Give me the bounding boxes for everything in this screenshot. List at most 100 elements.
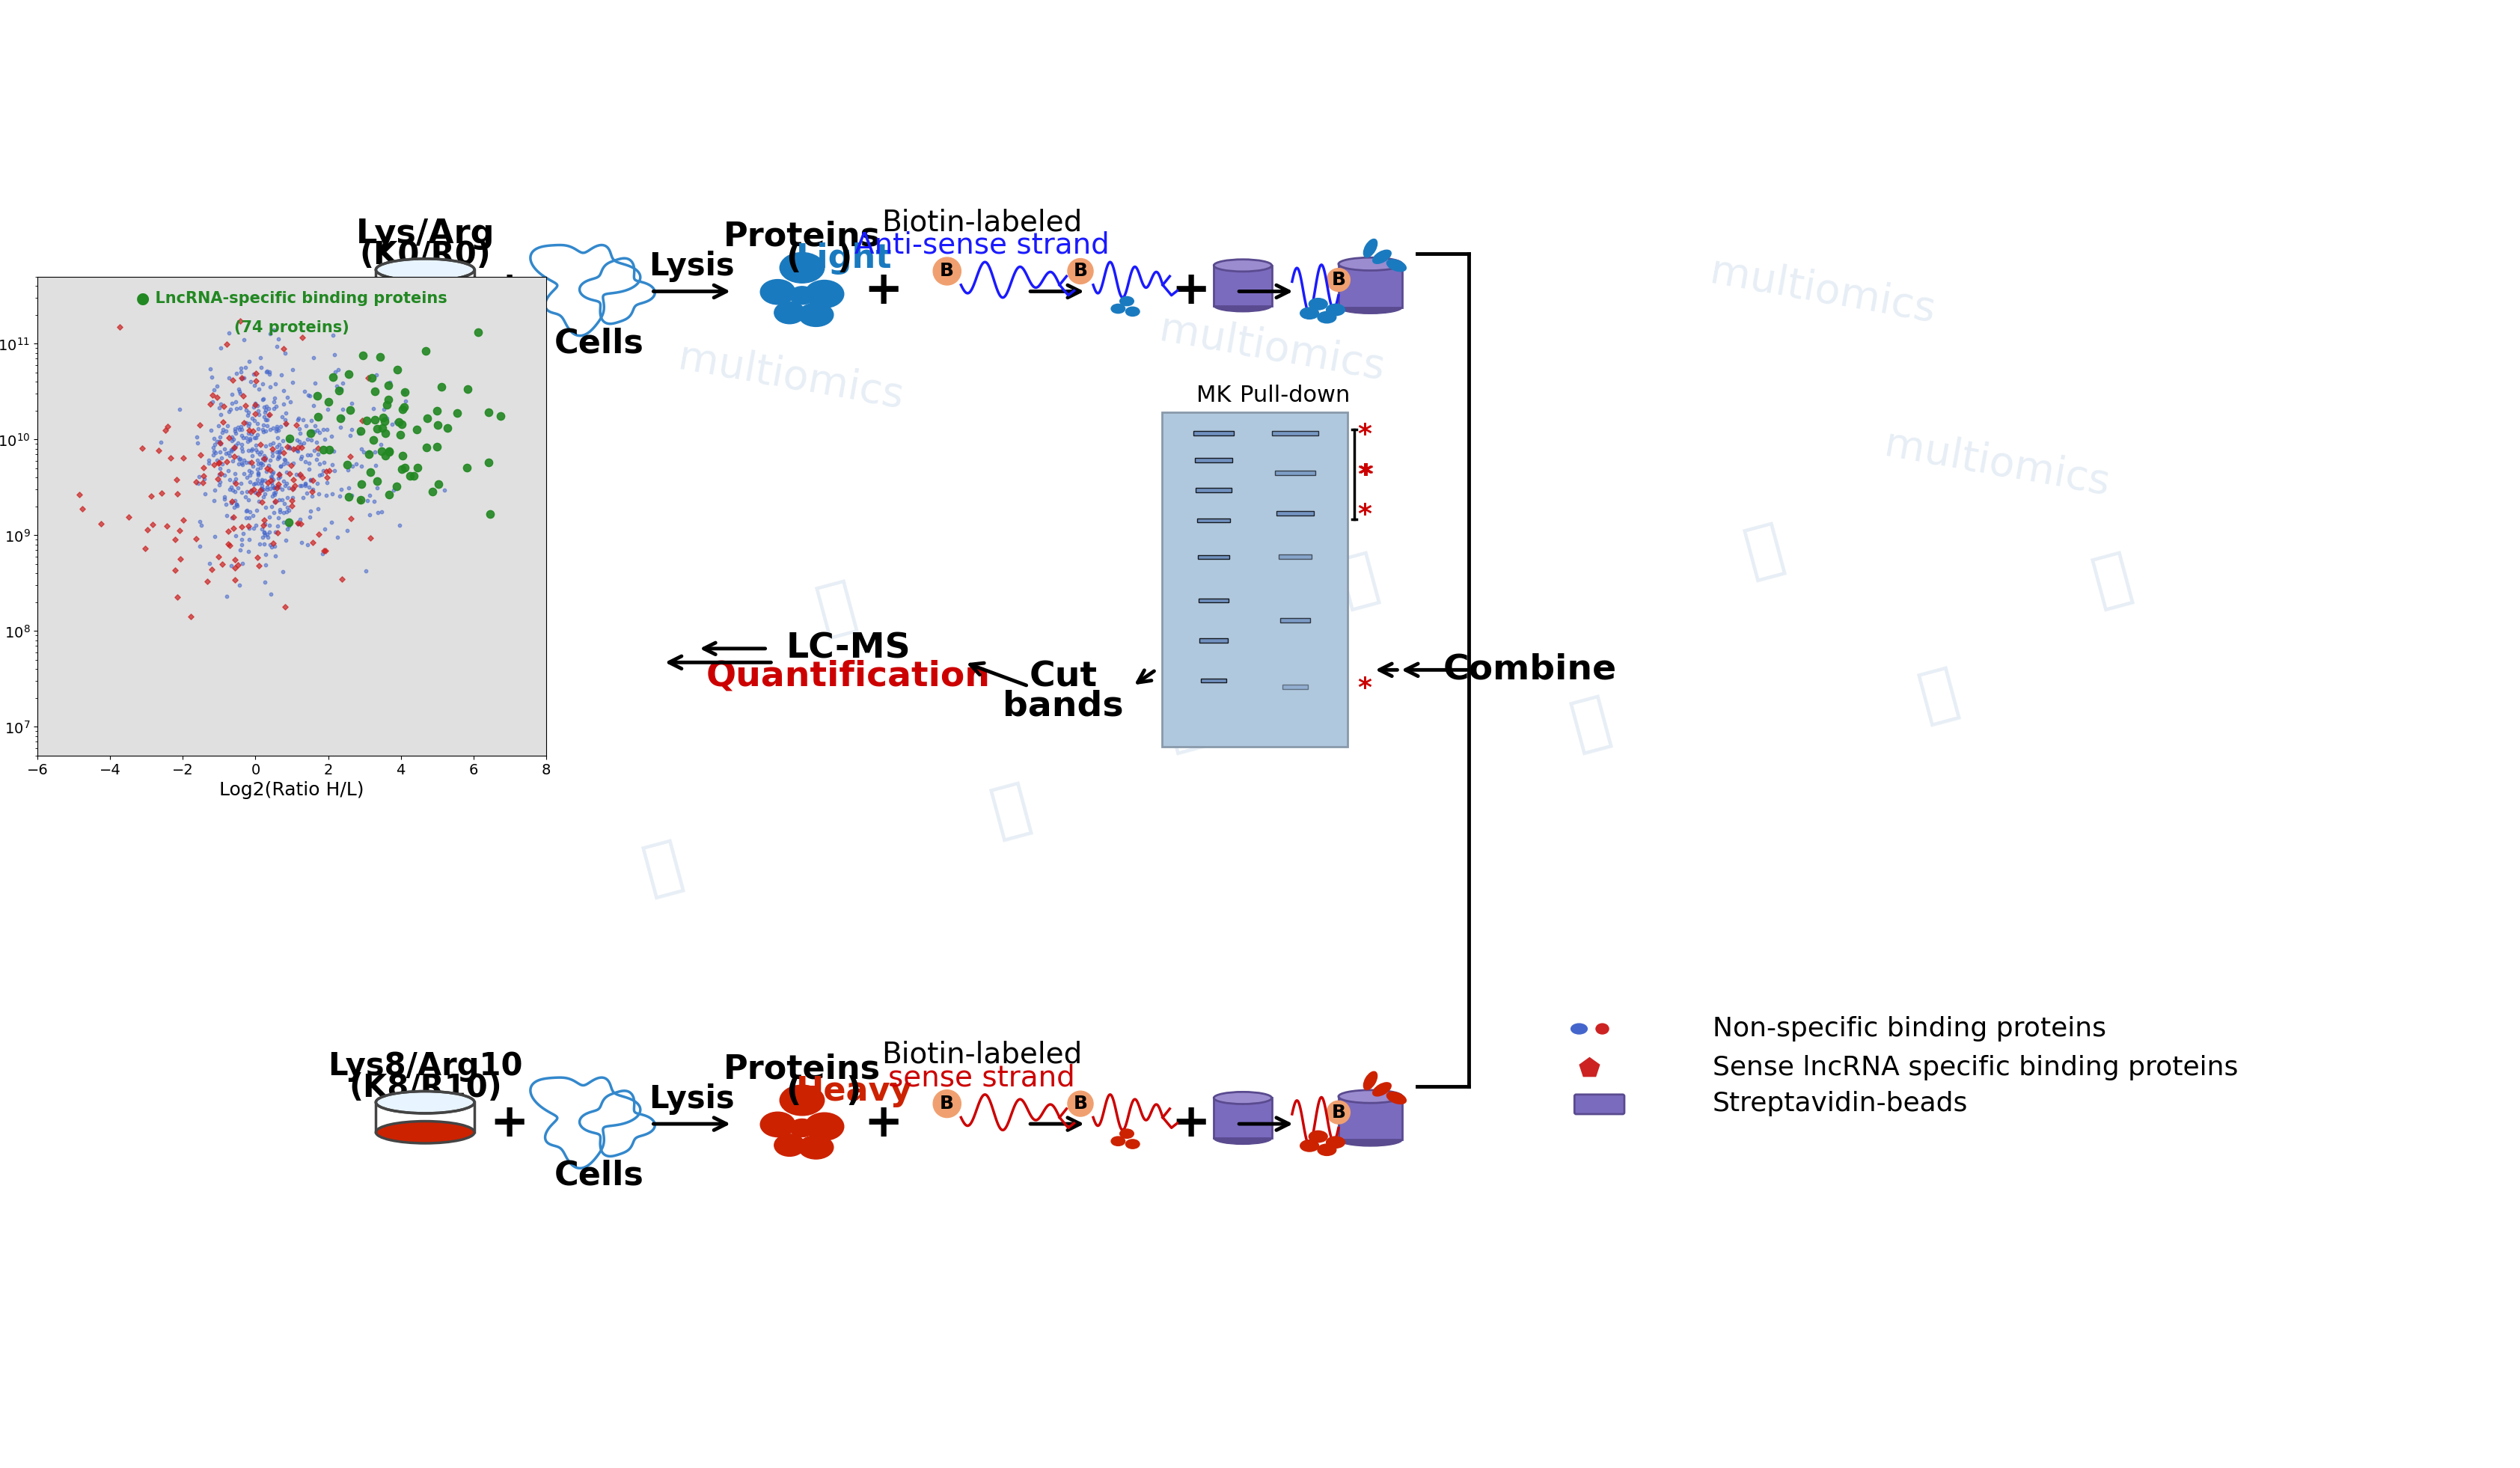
Point xyxy=(277,439,318,462)
Point xyxy=(222,436,262,459)
Point xyxy=(179,413,219,436)
Text: *: * xyxy=(1358,675,1371,702)
Point xyxy=(217,467,257,490)
Point xyxy=(459,320,499,344)
Point xyxy=(381,423,421,446)
Point xyxy=(242,454,282,477)
Point xyxy=(234,471,275,495)
Point xyxy=(199,414,239,437)
Point xyxy=(257,514,297,537)
Point xyxy=(189,392,229,415)
Point xyxy=(285,414,325,437)
Point xyxy=(272,358,312,382)
Point xyxy=(234,473,275,496)
Point xyxy=(391,464,431,487)
Text: B: B xyxy=(1331,1104,1346,1122)
Point xyxy=(315,459,355,483)
Text: +: + xyxy=(489,269,529,314)
Point xyxy=(249,321,290,345)
Text: multiomics: multiomics xyxy=(1706,251,1938,332)
Point xyxy=(239,442,280,465)
Point xyxy=(292,468,333,492)
Point xyxy=(257,448,297,471)
Point xyxy=(300,482,340,505)
Point xyxy=(249,402,290,426)
Point xyxy=(247,477,287,501)
Text: Cut: Cut xyxy=(1028,661,1096,694)
Ellipse shape xyxy=(1318,1144,1336,1155)
Point xyxy=(249,374,290,398)
Ellipse shape xyxy=(1338,257,1401,270)
Point xyxy=(255,373,295,396)
Point xyxy=(383,380,423,404)
Point xyxy=(375,411,416,435)
Circle shape xyxy=(932,1089,960,1117)
Point xyxy=(234,395,275,418)
Text: Light: Light xyxy=(428,602,479,624)
Ellipse shape xyxy=(1363,239,1376,257)
Point xyxy=(227,465,267,489)
Point xyxy=(247,454,287,477)
Text: *: * xyxy=(1358,502,1371,527)
Point xyxy=(237,546,277,570)
Point xyxy=(214,417,255,440)
Point xyxy=(194,377,234,401)
Point xyxy=(265,379,305,402)
Point xyxy=(378,410,418,433)
Point xyxy=(421,376,461,399)
Point xyxy=(179,509,219,533)
Point xyxy=(249,505,290,528)
Ellipse shape xyxy=(1215,1132,1273,1145)
Point xyxy=(232,439,272,462)
Point xyxy=(229,413,270,436)
Point xyxy=(267,486,307,509)
Point xyxy=(237,361,277,385)
Point xyxy=(141,430,181,454)
Point xyxy=(212,439,252,462)
Point xyxy=(212,553,252,577)
Point xyxy=(323,398,363,421)
FancyBboxPatch shape xyxy=(1197,555,1230,559)
Ellipse shape xyxy=(1326,304,1346,316)
Point xyxy=(310,459,350,483)
Point xyxy=(194,436,234,459)
Point xyxy=(234,517,275,540)
Point xyxy=(302,437,343,461)
Point xyxy=(370,413,411,436)
FancyBboxPatch shape xyxy=(1338,1097,1401,1139)
Point xyxy=(214,505,255,528)
Point xyxy=(237,423,277,446)
Point xyxy=(365,407,406,430)
Point xyxy=(312,439,353,462)
Point xyxy=(227,506,267,530)
Point xyxy=(345,559,386,583)
Point xyxy=(368,393,408,417)
Point xyxy=(292,346,333,370)
Point xyxy=(363,415,403,439)
Text: Lys/Arg: Lys/Arg xyxy=(355,217,494,250)
Text: multiomics: multiomics xyxy=(675,338,907,417)
Point xyxy=(227,398,267,421)
Point xyxy=(272,371,312,395)
Point xyxy=(365,445,406,468)
Point xyxy=(307,465,348,489)
Point xyxy=(249,520,290,543)
Point xyxy=(214,548,255,571)
Point xyxy=(418,473,459,496)
Point xyxy=(320,377,360,401)
Point xyxy=(265,401,305,424)
Point xyxy=(255,490,295,514)
Point xyxy=(229,487,270,511)
Point xyxy=(237,440,277,464)
Point xyxy=(184,482,224,505)
Point xyxy=(244,468,285,492)
Text: 研: 研 xyxy=(1913,661,1966,728)
Point xyxy=(214,420,255,443)
Point xyxy=(131,484,171,508)
Point xyxy=(350,484,391,508)
Point xyxy=(227,421,267,445)
Point xyxy=(214,437,255,461)
Point xyxy=(239,461,280,484)
Point xyxy=(353,429,393,452)
Point xyxy=(343,473,383,496)
